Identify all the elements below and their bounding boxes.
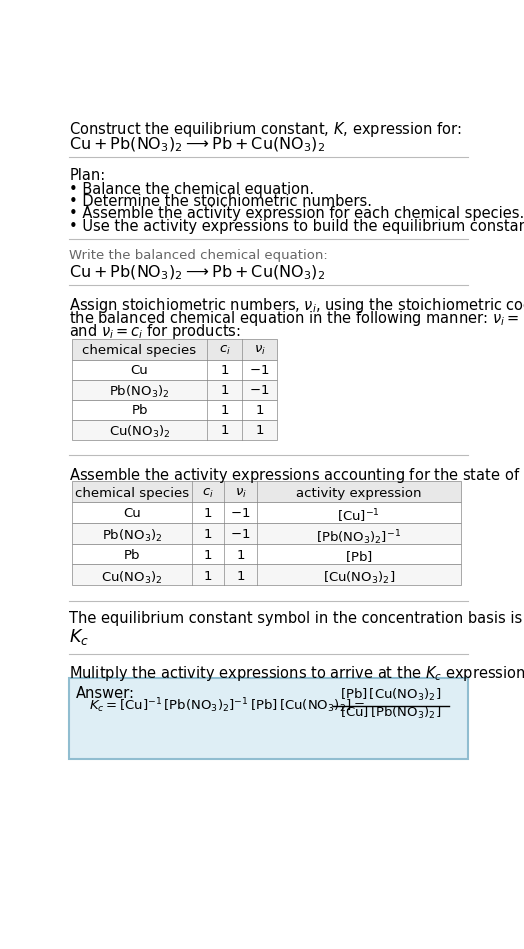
Text: $-1$: $-1$	[249, 384, 270, 397]
Text: • Assemble the activity expression for each chemical species.: • Assemble the activity expression for e…	[69, 206, 524, 221]
Text: Assemble the activity expressions accounting for the state of matter and $\nu_i$: Assemble the activity expressions accoun…	[69, 466, 524, 485]
FancyBboxPatch shape	[72, 360, 277, 380]
FancyBboxPatch shape	[72, 419, 277, 439]
Text: 1: 1	[204, 508, 212, 520]
Text: 1: 1	[204, 549, 212, 562]
FancyBboxPatch shape	[72, 400, 277, 419]
Text: 1: 1	[204, 569, 212, 583]
FancyBboxPatch shape	[72, 565, 461, 586]
Text: • Determine the stoichiometric numbers.: • Determine the stoichiometric numbers.	[69, 194, 373, 209]
Text: $[\mathrm{Cu}]\,[\mathrm{Pb(NO_3)_2}]$: $[\mathrm{Cu}]\,[\mathrm{Pb(NO_3)_2}]$	[341, 705, 442, 721]
Text: activity expression: activity expression	[296, 487, 422, 499]
Text: $[\mathrm{Pb}]\,[\mathrm{Cu(NO_3)_2}]$: $[\mathrm{Pb}]\,[\mathrm{Cu(NO_3)_2}]$	[341, 686, 442, 702]
Text: Write the balanced chemical equation:: Write the balanced chemical equation:	[69, 250, 328, 263]
Text: The equilibrium constant symbol in the concentration basis is:: The equilibrium constant symbol in the c…	[69, 611, 524, 626]
Text: Pb: Pb	[132, 404, 148, 418]
Text: $1$: $1$	[255, 404, 264, 418]
Text: $\mathrm{Pb(NO_3)_2}$: $\mathrm{Pb(NO_3)_2}$	[102, 529, 162, 544]
Text: 1: 1	[221, 384, 229, 397]
Text: $-1$: $-1$	[249, 364, 270, 377]
Text: Plan:: Plan:	[69, 168, 106, 183]
Text: $\nu_i$: $\nu_i$	[235, 487, 247, 500]
FancyBboxPatch shape	[72, 481, 461, 502]
FancyBboxPatch shape	[72, 523, 461, 544]
Text: Cu: Cu	[130, 364, 148, 377]
Text: $K_c$: $K_c$	[69, 626, 89, 646]
Text: $1$: $1$	[236, 569, 245, 583]
Text: $[\mathrm{Cu}]^{-1}$: $[\mathrm{Cu}]^{-1}$	[337, 508, 380, 525]
Text: $K_c = [\mathrm{Cu}]^{-1}\,[\mathrm{Pb(NO_3)_2}]^{-1}\,[\mathrm{Pb}]\,[\mathrm{C: $K_c = [\mathrm{Cu}]^{-1}\,[\mathrm{Pb(N…	[89, 696, 364, 715]
Text: chemical species: chemical species	[82, 344, 196, 357]
Text: Answer:: Answer:	[77, 686, 135, 701]
Text: $\mathrm{Cu(NO_3)_2}$: $\mathrm{Cu(NO_3)_2}$	[108, 424, 170, 440]
Text: $c_i$: $c_i$	[219, 344, 231, 357]
FancyBboxPatch shape	[72, 502, 461, 523]
Text: the balanced chemical equation in the following manner: $\nu_i = -c_i$ for react: the balanced chemical equation in the fo…	[69, 308, 524, 327]
Text: $[\mathrm{Cu(NO_3)_2}]$: $[\mathrm{Cu(NO_3)_2}]$	[323, 569, 395, 586]
Text: $1$: $1$	[255, 424, 264, 437]
Text: $[\mathrm{Pb(NO_3)_2}]^{-1}$: $[\mathrm{Pb(NO_3)_2}]^{-1}$	[316, 529, 401, 547]
Text: $[\mathrm{Pb}]$: $[\mathrm{Pb}]$	[345, 549, 373, 564]
Text: Cu: Cu	[123, 508, 140, 520]
FancyBboxPatch shape	[72, 380, 277, 400]
Text: chemical species: chemical species	[75, 487, 189, 499]
Text: • Balance the chemical equation.: • Balance the chemical equation.	[69, 181, 314, 196]
Text: $c_i$: $c_i$	[202, 487, 214, 500]
Text: $\mathrm{Cu + Pb(NO_3)_2 \longrightarrow Pb + Cu(NO_3)_2}$: $\mathrm{Cu + Pb(NO_3)_2 \longrightarrow…	[69, 136, 325, 154]
FancyBboxPatch shape	[72, 544, 461, 565]
Text: 1: 1	[221, 364, 229, 377]
Text: Pb: Pb	[124, 549, 140, 562]
Text: $-1$: $-1$	[231, 508, 251, 520]
FancyBboxPatch shape	[69, 679, 468, 759]
Text: $\nu_i$: $\nu_i$	[254, 344, 266, 357]
Text: and $\nu_i = c_i$ for products:: and $\nu_i = c_i$ for products:	[69, 322, 241, 341]
Text: Assign stoichiometric numbers, $\nu_i$, using the stoichiometric coefficients, $: Assign stoichiometric numbers, $\nu_i$, …	[69, 295, 524, 315]
Text: $\mathrm{Cu + Pb(NO_3)_2 \longrightarrow Pb + Cu(NO_3)_2}$: $\mathrm{Cu + Pb(NO_3)_2 \longrightarrow…	[69, 263, 325, 282]
Text: $\mathrm{Pb(NO_3)_2}$: $\mathrm{Pb(NO_3)_2}$	[110, 384, 170, 400]
Text: $-1$: $-1$	[231, 529, 251, 541]
Text: 1: 1	[204, 529, 212, 541]
Text: Construct the equilibrium constant, $K$, expression for:: Construct the equilibrium constant, $K$,…	[69, 120, 462, 140]
Text: Mulitply the activity expressions to arrive at the $K_c$ expression:: Mulitply the activity expressions to arr…	[69, 664, 524, 683]
Text: • Use the activity expressions to build the equilibrium constant expression.: • Use the activity expressions to build …	[69, 218, 524, 233]
FancyBboxPatch shape	[72, 340, 277, 360]
Text: $1$: $1$	[236, 549, 245, 562]
Text: 1: 1	[221, 424, 229, 437]
Text: $\mathrm{Cu(NO_3)_2}$: $\mathrm{Cu(NO_3)_2}$	[101, 569, 162, 586]
Text: 1: 1	[221, 404, 229, 418]
